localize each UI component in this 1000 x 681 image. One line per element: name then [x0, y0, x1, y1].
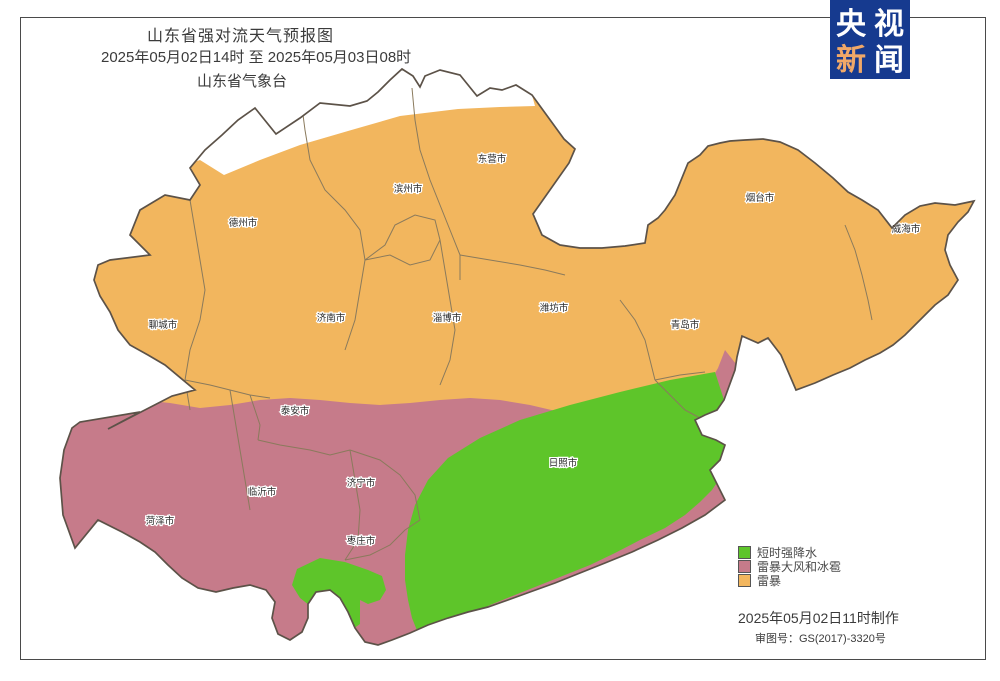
svg-text:泰安市: 泰安市 — [281, 405, 310, 417]
svg-text:菏泽市: 菏泽市 — [146, 515, 175, 527]
svg-text:枣庄市: 枣庄市 — [347, 535, 376, 547]
svg-text:济南市: 济南市 — [317, 312, 346, 324]
svg-text:滨州市: 滨州市 — [394, 183, 423, 195]
svg-text:临沂市: 临沂市 — [248, 486, 277, 498]
svg-text:日照市: 日照市 — [549, 457, 578, 469]
svg-text:潍坊市: 潍坊市 — [540, 302, 569, 314]
svg-text:德州市: 德州市 — [229, 217, 258, 229]
svg-text:东营市: 东营市 — [478, 153, 507, 165]
svg-text:青岛市: 青岛市 — [671, 319, 700, 331]
svg-text:烟台市: 烟台市 — [746, 192, 775, 204]
svg-text:聊城市: 聊城市 — [149, 319, 178, 331]
svg-text:淄博市: 淄博市 — [433, 312, 462, 324]
svg-text:济宁市: 济宁市 — [347, 477, 376, 489]
